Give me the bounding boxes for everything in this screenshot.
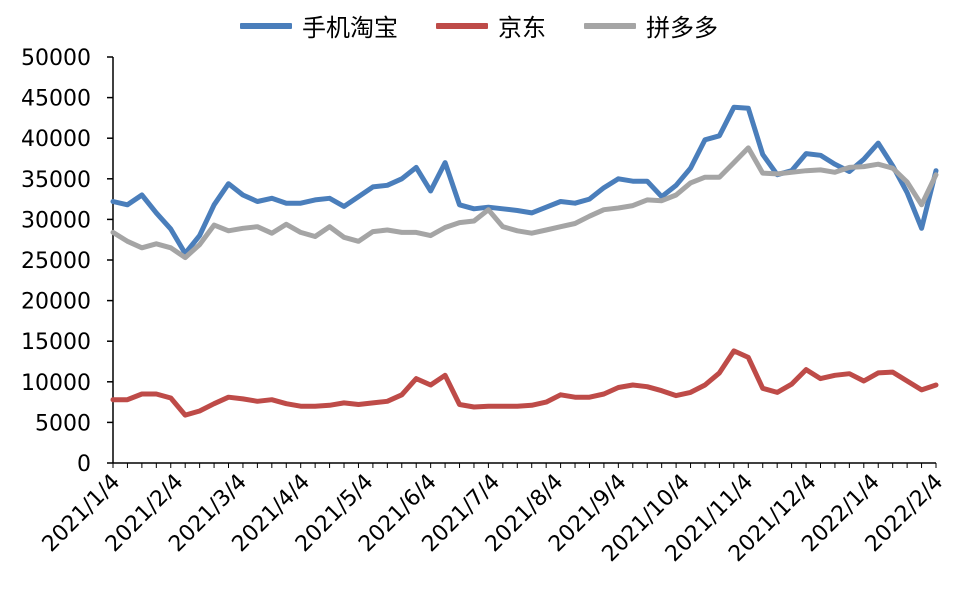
y-tick-label: 45000 — [21, 87, 91, 112]
y-tick-label: 25000 — [21, 249, 91, 274]
legend-label: 手机淘宝 — [302, 14, 398, 42]
y-tick-label: 40000 — [21, 127, 91, 152]
legend-label: 京东 — [498, 14, 546, 42]
legend: 手机淘宝 京东 拼多多 — [240, 8, 756, 43]
series-line-0 — [110, 104, 939, 256]
legend-item-2: 拼多多 — [584, 8, 718, 43]
legend-item-0: 手机淘宝 — [240, 8, 398, 43]
y-tick-label: 30000 — [21, 208, 91, 233]
series-line-2 — [110, 145, 939, 261]
legend-swatch — [584, 22, 636, 29]
y-tick-label: 50000 — [21, 46, 91, 71]
legend-swatch — [436, 22, 488, 29]
y-tick-label: 15000 — [21, 330, 91, 355]
legend-label: 拼多多 — [646, 14, 718, 42]
legend-swatch — [240, 22, 292, 29]
y-tick-label: 0 — [77, 452, 91, 477]
legend-item-1: 京东 — [436, 8, 546, 43]
y-tick-label: 20000 — [21, 290, 91, 315]
y-tick-label: 35000 — [21, 168, 91, 193]
series-line-1 — [110, 348, 939, 418]
y-tick-label: 5000 — [35, 411, 91, 436]
y-tick-label: 10000 — [21, 371, 91, 396]
